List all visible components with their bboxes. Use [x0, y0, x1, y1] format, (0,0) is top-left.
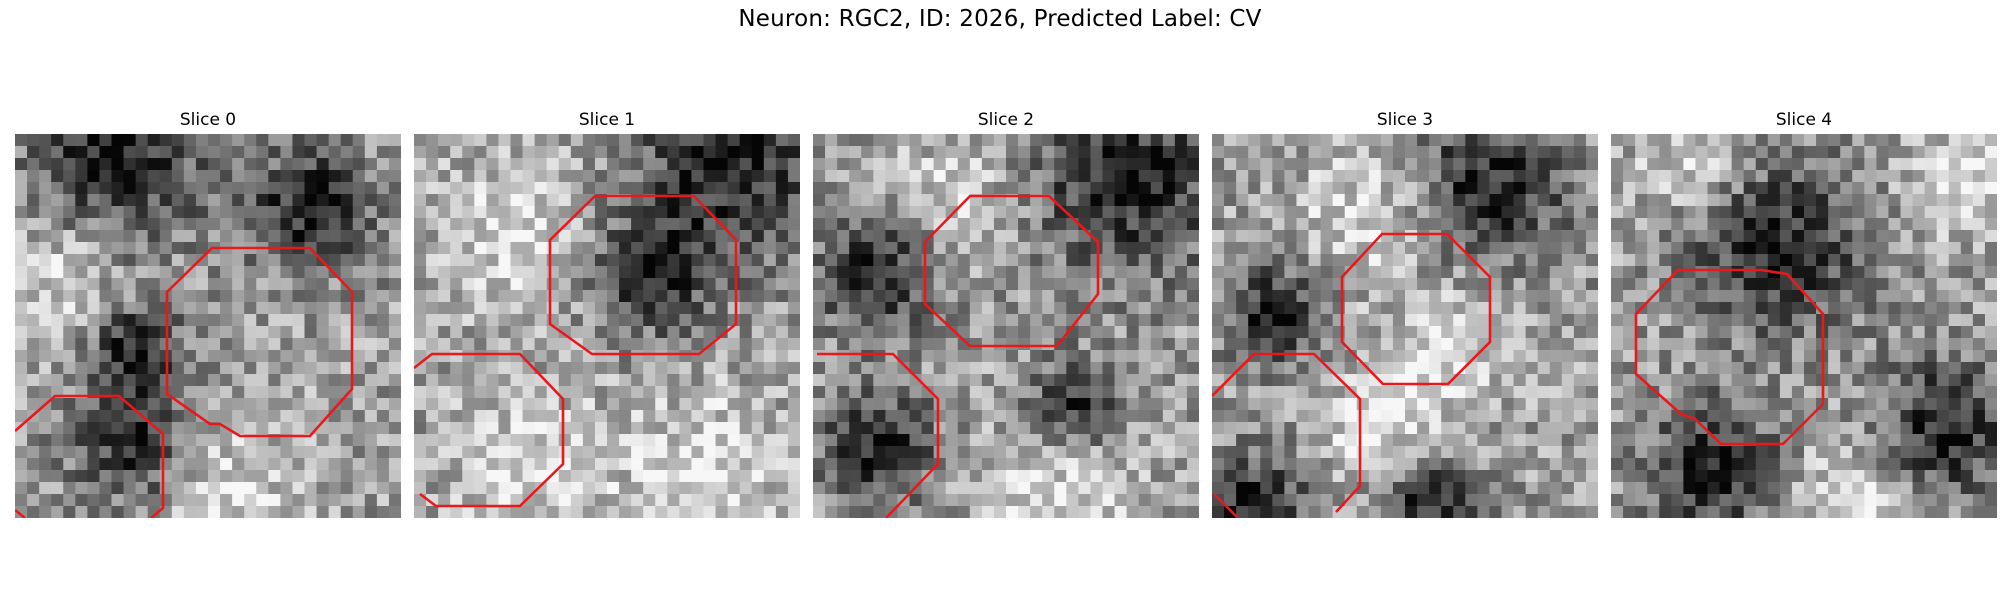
- slice-image-4: [1611, 134, 1997, 518]
- contour-tertiary-3: [1213, 493, 1239, 518]
- slice-title-1: Slice 1: [578, 110, 636, 130]
- contour-secondary-1: [414, 352, 565, 508]
- contour-secondary-0: [15, 394, 165, 518]
- contour-secondary-3: [1212, 352, 1362, 513]
- slice-panel-3: Slice 3: [1212, 108, 1598, 518]
- slice-panel-2: Slice 2: [813, 108, 1199, 518]
- slice-panel-1: Slice 1: [414, 108, 800, 518]
- contour-tertiary-0: [15, 508, 26, 518]
- slice-panel-0: Slice 0: [15, 108, 401, 518]
- contour-primary-2: [923, 194, 1100, 348]
- slice-image-3: [1212, 134, 1598, 518]
- contour-secondary-2: [817, 352, 940, 518]
- slice-title-4: Slice 4: [1775, 110, 1833, 130]
- slice-image-1: [414, 134, 800, 518]
- slice-title-3: Slice 3: [1376, 110, 1434, 130]
- slice-image-0: [15, 134, 401, 518]
- contour-primary-3: [1340, 232, 1492, 386]
- slice-image-2: [813, 134, 1199, 518]
- slice-title-0: Slice 0: [179, 110, 237, 130]
- contour-primary-0: [165, 246, 354, 438]
- contour-primary-1: [548, 194, 738, 356]
- contour-primary-4: [1634, 268, 1825, 446]
- figure-title: Neuron: RGC2, ID: 2026, Predicted Label:…: [738, 6, 1262, 32]
- slice-title-2: Slice 2: [977, 110, 1035, 130]
- slice-panel-4: Slice 4: [1611, 108, 1997, 518]
